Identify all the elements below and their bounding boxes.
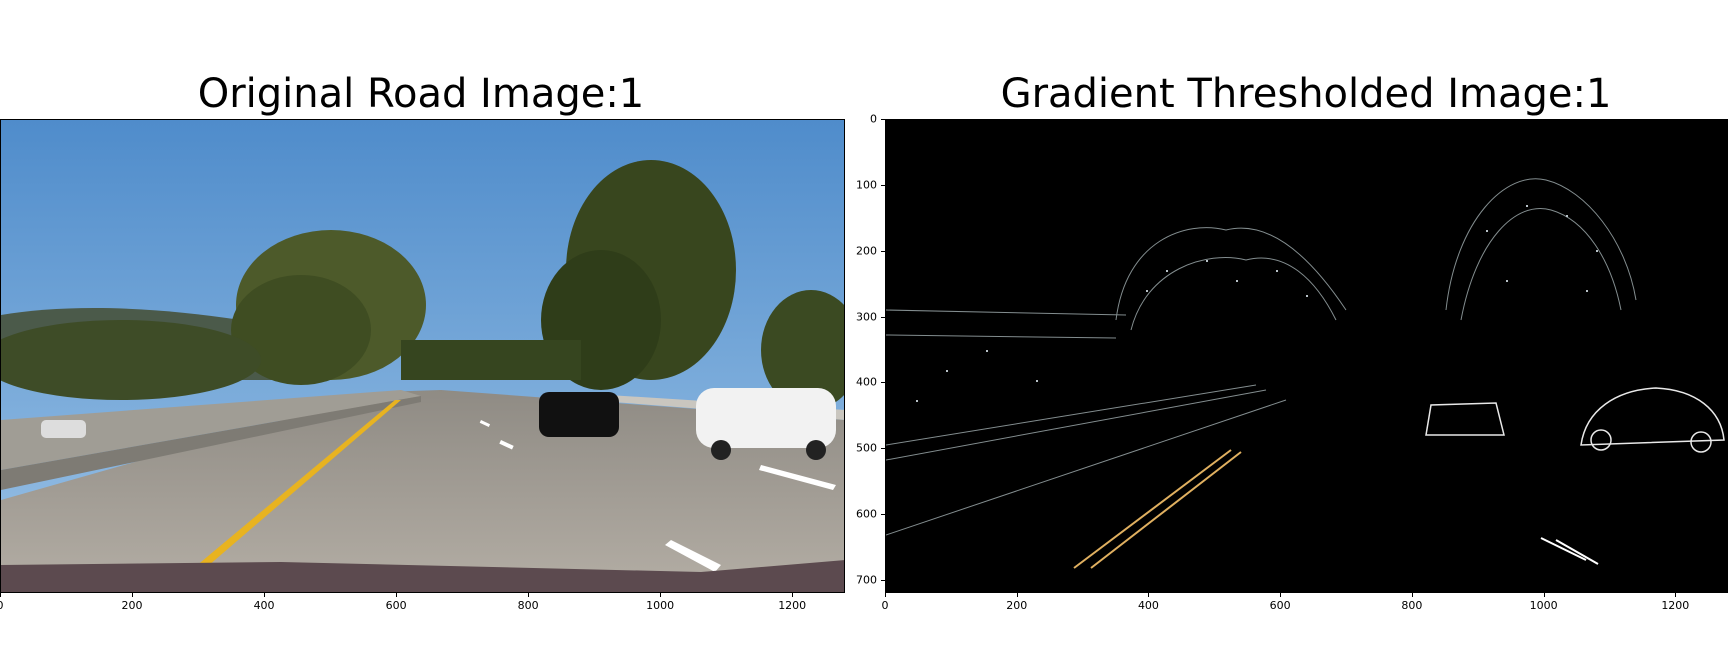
gradient-y-tick-mark [881,316,885,318]
gradient-y-tick-label: 100 [856,178,877,192]
original-x-tick-label: 400 [253,599,275,612]
original-x-tick-label: 1000 [646,599,675,612]
original-x-tick-mark [132,593,134,597]
gradient-x-tick-label: 1200 [1661,599,1690,612]
gradient-x-tick-mark [1543,593,1545,597]
gradient-image-title: Gradient Thresholded Image:1 [1000,71,1612,117]
original-x-tick-label: 600 [385,599,407,612]
gradient-x-tick-label: 800 [1401,599,1423,612]
threshold-illustration [886,120,1727,592]
gradient-y-tick-mark [881,382,885,384]
original-x-tick-mark [396,593,398,597]
gradient-y-tick-label: 700 [856,573,877,587]
original-x-tick-label: 200 [121,599,143,612]
gradient-y-tick-label: 300 [856,310,877,323]
gradient-x-tick-mark [1675,593,1677,597]
gradient-y-tick-mark [881,514,885,515]
gradient-x-tick-mark [885,593,886,597]
original-image-title: Original Road Image:1 [197,71,645,117]
original-x-tick-mark [0,593,1,597]
original-x-tick-mark [792,593,794,597]
original-x-tick-label: 1200 [778,599,807,612]
original-x-tick-mark [264,593,266,597]
gradient-x-tick-label: 0 [881,599,889,612]
gradient-y-tick-label: 200 [856,244,877,258]
original-x-tick-mark [528,593,530,597]
original-x-tick-label: 0 [0,599,4,612]
gradient-y-tick-label: 500 [856,441,877,455]
gradient-y-tick-label: 0 [870,112,877,126]
gradient-x-tick-label: 600 [1269,599,1291,612]
original-road-image [0,119,845,593]
original-x-tick-mark [660,593,662,597]
gradient-y-tick-mark [881,448,885,450]
gradient-y-tick-label: 600 [856,507,877,521]
gradient-x-tick-mark [1148,593,1150,597]
gradient-y-tick-label: 400 [856,375,877,389]
gradient-thresholded-image [885,119,1728,593]
road-photo-illustration [1,120,844,592]
gradient-x-tick-label: 400 [1137,599,1159,612]
gradient-x-tick-label: 200 [1006,599,1028,612]
gradient-y-tick-mark [881,579,885,581]
gradient-y-tick-mark [881,184,885,186]
gradient-y-tick-mark [881,250,885,252]
gradient-x-tick-label: 1000 [1529,599,1558,612]
gradient-y-tick-mark [881,119,885,120]
gradient-x-tick-mark [1280,593,1282,597]
gradient-x-tick-mark [1016,593,1018,597]
gradient-x-tick-mark [1411,593,1413,597]
original-x-tick-label: 800 [517,599,539,612]
